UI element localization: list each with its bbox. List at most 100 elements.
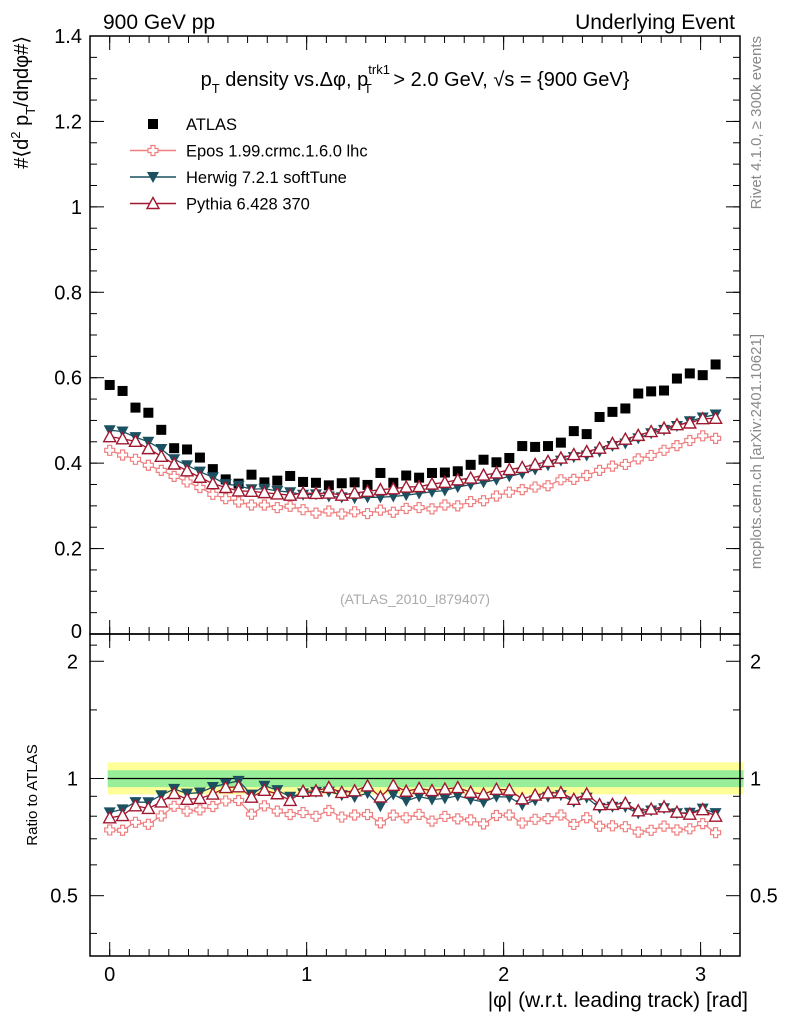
ratio-point <box>697 818 709 830</box>
data-series <box>102 359 723 839</box>
ylabel-b: p <box>11 115 33 132</box>
data-point <box>437 474 453 489</box>
y-tick-label: 1.2 <box>54 111 82 133</box>
ratio-point <box>656 799 672 813</box>
title-sqrt: √ <box>493 69 504 91</box>
data-point <box>143 407 154 418</box>
data-point <box>606 460 619 472</box>
series-herwig-7-2-1-softtune <box>103 409 722 820</box>
y-zero-label: 0 <box>71 621 82 643</box>
ratio-point <box>555 809 567 821</box>
title-tail1: > 2.0 GeV, <box>388 69 493 91</box>
ratio-point <box>386 777 401 792</box>
data-point <box>669 417 685 431</box>
data-point <box>321 485 337 499</box>
ratio-point <box>619 821 631 833</box>
data-point <box>285 470 296 481</box>
title-mid: density vs.Δφ, p <box>220 69 369 91</box>
ratio-point <box>451 790 464 802</box>
ylabel-t: T <box>23 107 38 115</box>
data-point <box>452 500 464 512</box>
data-point <box>543 441 554 452</box>
data-point <box>708 410 723 424</box>
y-axis-label: #⟨d2 pT/dηdφ#⟩ <box>8 36 38 169</box>
data-point <box>631 427 646 442</box>
ratio-point <box>502 782 517 796</box>
data-point <box>695 411 710 425</box>
data-point <box>310 507 322 519</box>
ratio-point <box>192 790 208 805</box>
ratio-point <box>321 779 337 794</box>
ratio-point <box>476 786 491 800</box>
data-point <box>244 483 259 498</box>
ratio-point <box>399 783 414 797</box>
data-point <box>271 501 283 514</box>
ratio-point <box>387 789 400 801</box>
data-point <box>155 464 167 477</box>
data-point <box>478 454 489 465</box>
data-point <box>504 453 515 464</box>
ratio-point <box>194 804 206 816</box>
title-p: p <box>201 69 212 91</box>
data-point <box>607 406 618 417</box>
data-point <box>270 486 285 500</box>
legend-marker <box>148 119 158 129</box>
data-point <box>413 501 425 514</box>
ratio-point <box>179 791 195 805</box>
ratio-point <box>155 810 167 822</box>
ratio-point <box>220 795 232 807</box>
ratio-point <box>631 803 646 817</box>
data-point <box>553 450 569 464</box>
ratio-point <box>463 784 478 798</box>
data-point <box>231 483 246 497</box>
data-point <box>438 485 451 497</box>
data-point <box>194 481 206 494</box>
ratio-point <box>413 791 426 803</box>
data-point <box>671 373 682 384</box>
ratio-point <box>387 809 399 821</box>
ratio-y-tick-label: 0.5 <box>50 886 78 908</box>
ratio-point <box>684 823 696 835</box>
data-point <box>709 432 722 444</box>
legend: ATLAS Epos 1.99.crmc.1.6.0 lhc Herwig 7.2.… <box>130 116 368 214</box>
ratio-point <box>166 786 182 800</box>
data-point <box>207 464 218 475</box>
ratio-point <box>425 794 438 806</box>
ratio-point <box>128 798 143 812</box>
legend-label: ATLAS <box>186 116 237 134</box>
ratio-point <box>669 804 685 818</box>
y-tick-label: 0.6 <box>54 368 82 390</box>
ratio-point <box>450 780 465 794</box>
data-point <box>194 452 205 463</box>
ratio-point <box>349 809 361 821</box>
data-point <box>347 485 362 499</box>
data-point <box>245 499 258 511</box>
ratio-point <box>489 781 504 796</box>
data-point <box>540 453 556 468</box>
data-point <box>555 474 567 486</box>
data-point <box>515 459 530 474</box>
data-point <box>491 457 502 468</box>
data-point <box>141 441 156 455</box>
legend-item: Epos 1.99.crmc.1.6.0 lhc <box>130 143 368 161</box>
ratio-point <box>233 794 245 807</box>
ratio-point <box>465 814 477 826</box>
ratio-point <box>553 785 569 799</box>
ratio-point <box>437 781 453 795</box>
ratio-point <box>347 783 362 797</box>
ratio-point <box>336 811 348 823</box>
ratio-point <box>438 793 451 805</box>
ratio-point <box>181 805 193 817</box>
header-right-label: Underlying Event <box>575 11 735 34</box>
data-point <box>632 453 644 465</box>
title-trk: trk1 <box>368 62 390 77</box>
data-point <box>581 469 593 482</box>
ratio-point <box>129 816 142 828</box>
ratio-point <box>516 817 528 829</box>
title-tail2: s = {900 GeV} <box>504 69 629 91</box>
data-point <box>246 469 257 480</box>
data-point <box>414 472 425 483</box>
data-point <box>439 467 450 478</box>
x-axis-label: |φ| (w.r.t. leading track) [rad] <box>488 989 748 1012</box>
data-point <box>490 490 503 502</box>
